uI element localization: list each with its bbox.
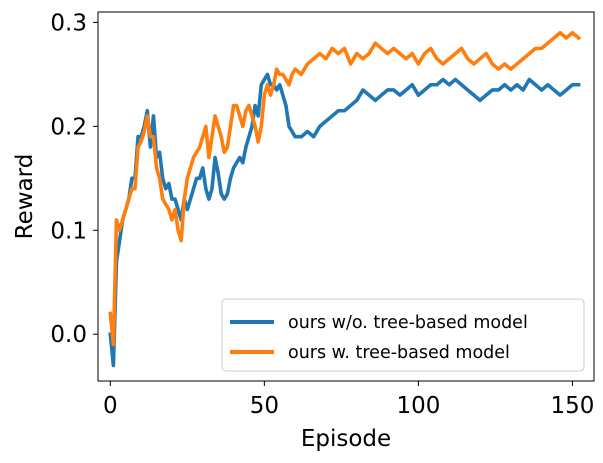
- legend: ours w/o. tree-based model ours w. tree-…: [221, 298, 585, 372]
- y-axis: 0.0 0.1 0.2 0.3: [50, 10, 98, 348]
- x-axis: 0 50 100 150: [103, 381, 594, 419]
- legend-label-without-tree: ours w/o. tree-based model: [288, 313, 528, 333]
- series-line-with-tree: [108, 30, 582, 347]
- y-tick-label: 0.0: [50, 322, 87, 348]
- x-tick-label: 100: [396, 393, 440, 419]
- legend-box: [221, 298, 585, 372]
- y-tick-label: 0.3: [50, 10, 87, 36]
- y-axis-label: Reward: [12, 154, 38, 240]
- x-tick-label: 150: [550, 393, 594, 419]
- x-axis-label: Episode: [301, 426, 391, 452]
- series-layer: [108, 30, 582, 368]
- plot-area-frame: [97, 11, 595, 382]
- x-tick-label: 0: [103, 393, 118, 419]
- y-tick-label: 0.2: [50, 114, 87, 140]
- x-tick-label: 50: [250, 393, 279, 419]
- y-tick-label: 0.1: [50, 218, 87, 244]
- legend-label-with-tree: ours w. tree-based model: [288, 343, 510, 363]
